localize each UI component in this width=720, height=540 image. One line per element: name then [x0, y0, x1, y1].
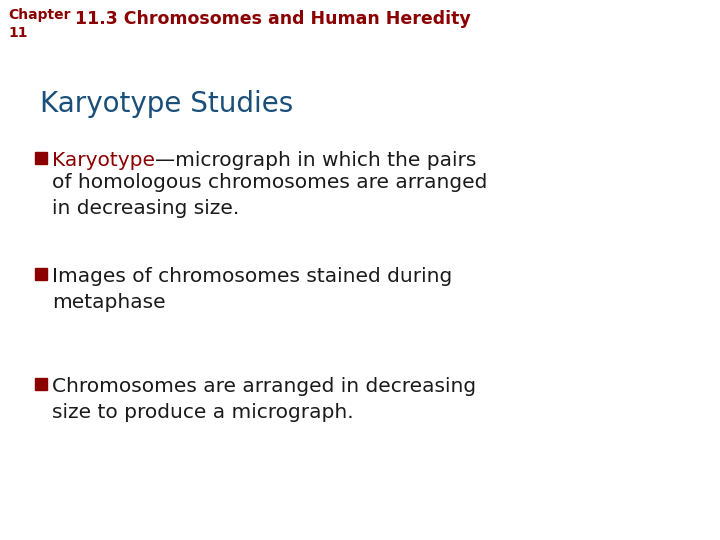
Text: Karyotype Studies: Karyotype Studies — [40, 90, 293, 118]
Text: Chapter: Chapter — [8, 8, 71, 22]
Text: Karyotype: Karyotype — [52, 151, 155, 170]
Text: Chromosomes are arranged in decreasing
size to produce a micrograph.: Chromosomes are arranged in decreasing s… — [52, 377, 476, 422]
Text: of homologous chromosomes are arranged
in decreasing size.: of homologous chromosomes are arranged i… — [52, 173, 487, 219]
Text: —micrograph in which the pairs: —micrograph in which the pairs — [155, 151, 477, 170]
Text: 11: 11 — [8, 26, 27, 40]
Text: Images of chromosomes stained during
metaphase: Images of chromosomes stained during met… — [52, 267, 452, 313]
Text: 11.3 Chromosomes and Human Heredity: 11.3 Chromosomes and Human Heredity — [75, 10, 471, 28]
